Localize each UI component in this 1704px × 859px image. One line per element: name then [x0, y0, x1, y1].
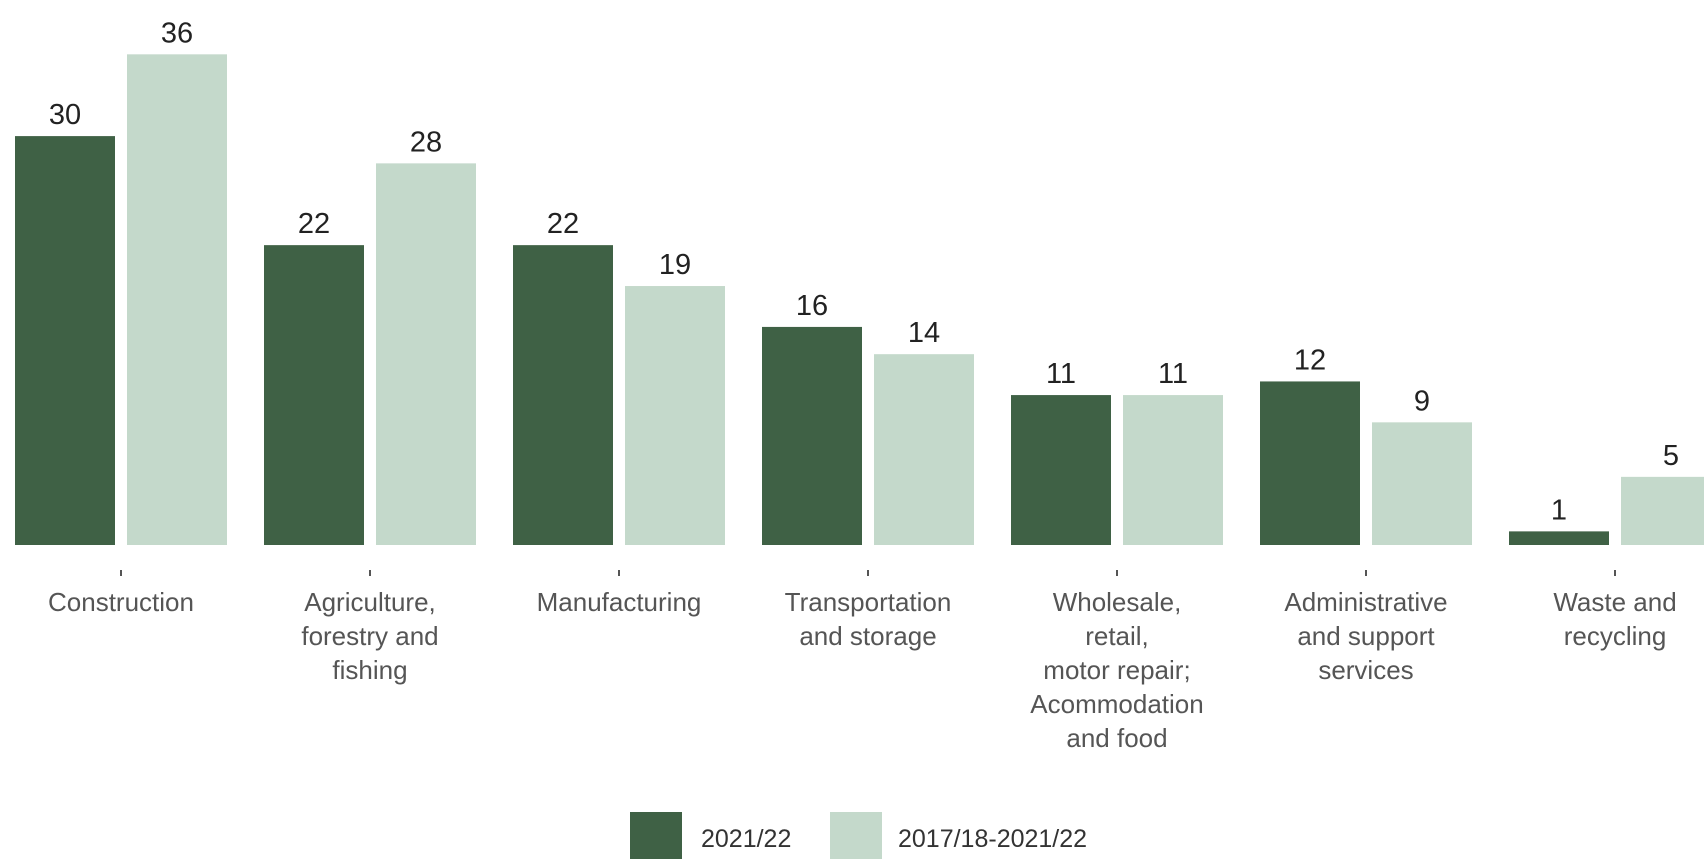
value-label: 12	[1294, 344, 1326, 376]
legend-label: 2017/18-2021/22	[898, 825, 1087, 853]
bar-current-3	[762, 326, 862, 545]
bar-current-2	[513, 245, 613, 545]
bar-current-6	[1509, 531, 1609, 545]
bar-current-1	[264, 245, 364, 545]
value-label: 36	[161, 17, 193, 49]
x-tick-label: Administrative and support services	[1284, 587, 1447, 685]
value-label: 5	[1663, 440, 1679, 472]
bar-average-1	[376, 163, 476, 546]
value-label: 16	[796, 290, 828, 322]
bar-current-4	[1011, 395, 1111, 545]
legend-swatch	[630, 812, 682, 859]
value-label: 28	[410, 126, 442, 158]
value-label: 22	[298, 208, 330, 240]
x-axis: Construction Agriculture, forestry and fish…	[48, 570, 1677, 753]
bar-average-0	[127, 54, 227, 545]
value-label: 1	[1551, 494, 1567, 526]
bars-layer	[15, 54, 1704, 546]
bar-average-3	[874, 354, 974, 545]
value-labels-layer: 30 36 22 28 22 19 16 14 11 11 12 9 1 5	[49, 17, 1679, 526]
value-label: 11	[1158, 358, 1188, 390]
value-label: 30	[49, 99, 81, 131]
x-tick-label: Construction	[48, 587, 194, 617]
value-label: 11	[1046, 358, 1076, 390]
bar-average-6	[1621, 476, 1704, 545]
value-label: 14	[908, 317, 940, 349]
value-label: 19	[659, 249, 691, 281]
bar-average-5	[1372, 422, 1472, 545]
legend-swatch	[830, 812, 882, 859]
x-tick-label: Agriculture, forestry and fishing	[301, 587, 438, 685]
bar-current-5	[1260, 381, 1360, 545]
bar-average-4	[1123, 395, 1223, 545]
value-label: 22	[547, 208, 579, 240]
x-tick-label: Manufacturing	[537, 587, 702, 617]
value-label: 9	[1414, 385, 1430, 417]
legend: 2021/22 2017/18-2021/22	[630, 812, 1087, 859]
x-tick-label: Wholesale, retail, motor repair; Acommodati…	[1030, 587, 1203, 753]
bar-average-2	[625, 286, 725, 545]
x-tick-label: Waste and recycling	[1553, 587, 1676, 651]
bar-current-0	[15, 136, 115, 545]
x-tick-label: Transportation and storage	[785, 587, 952, 651]
legend-label: 2021/22	[701, 825, 791, 853]
